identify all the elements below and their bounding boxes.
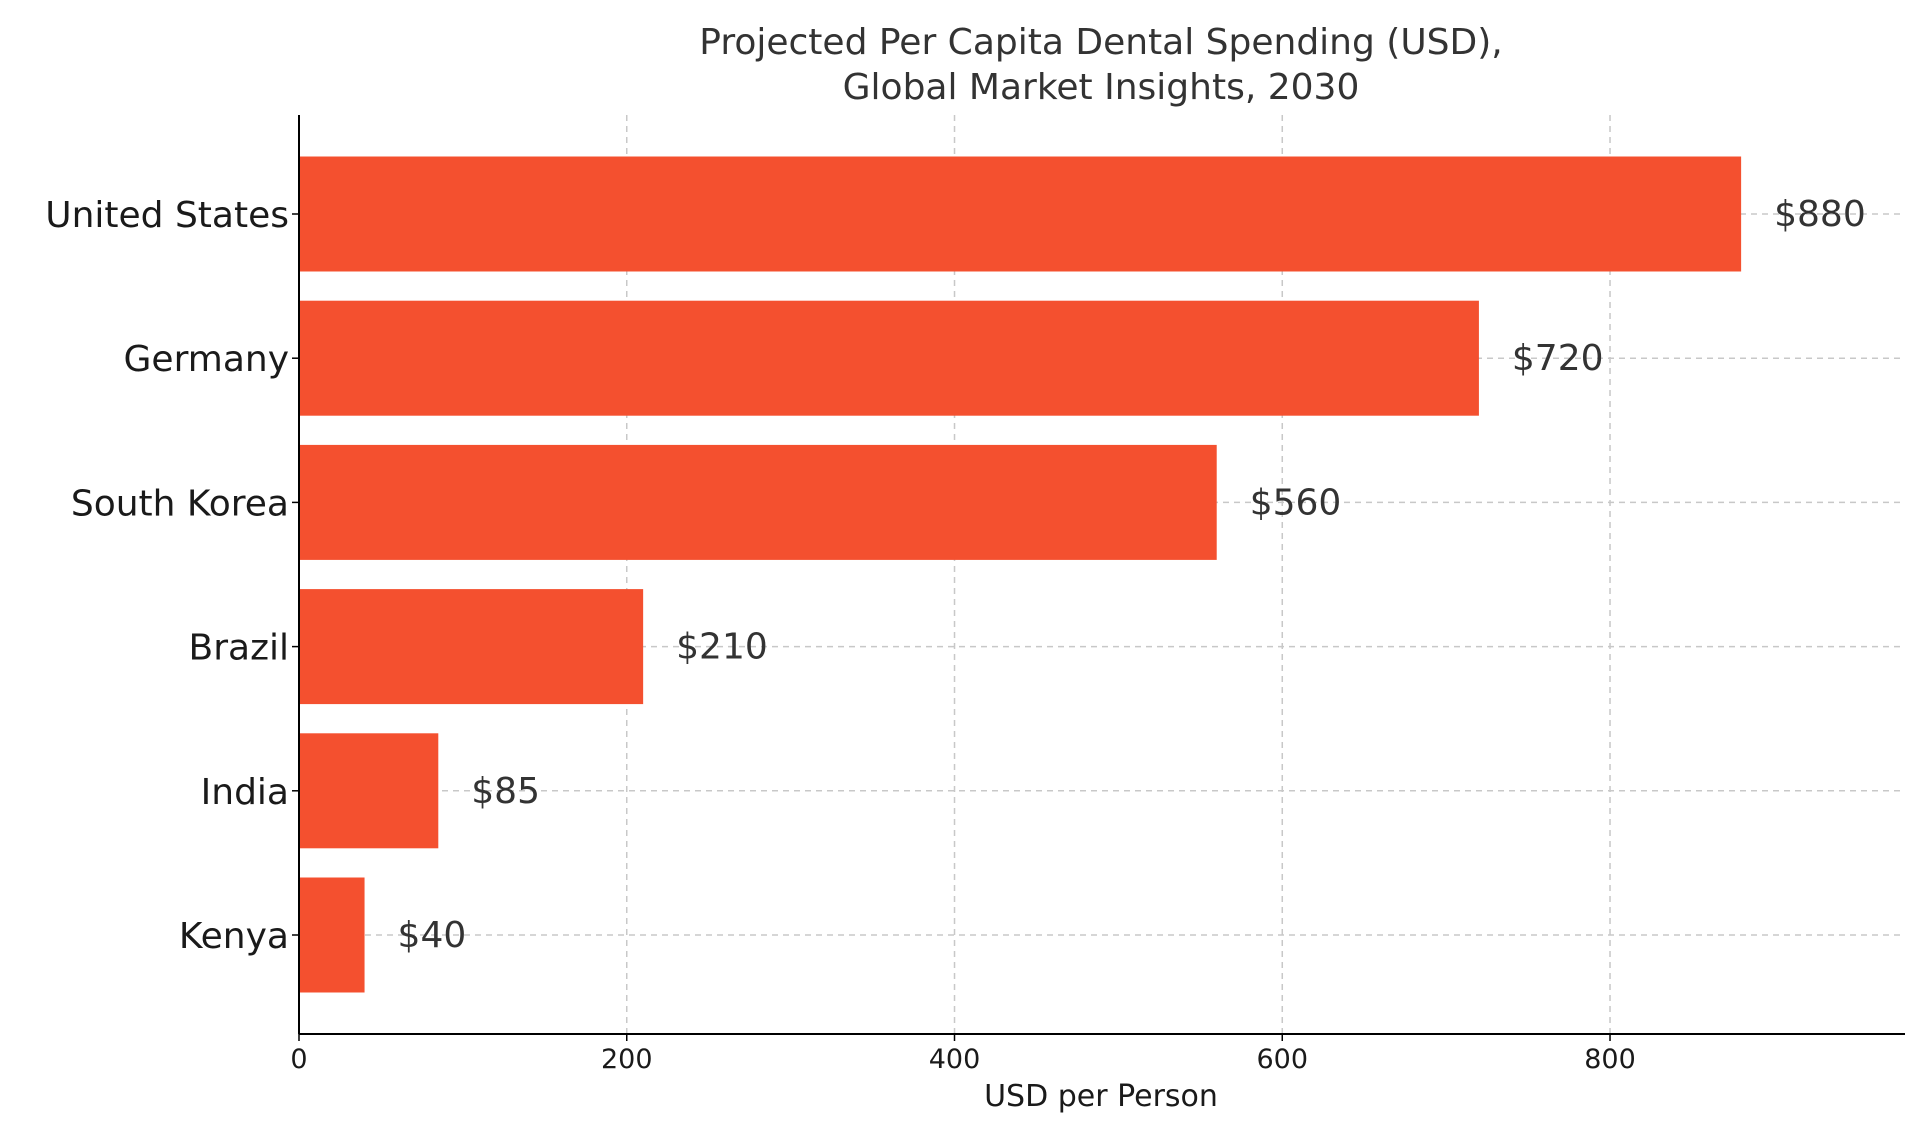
bar	[299, 444, 1217, 560]
x-axis-title: USD per Person	[984, 1079, 1218, 1114]
plot-area: United States $880 Germany $720 South Korea $…	[45, 115, 1905, 1075]
value-label: $85	[471, 771, 540, 812]
x-tick-label: 400	[929, 1044, 981, 1075]
category-label: United States	[45, 195, 289, 236]
category-label: Kenya	[179, 916, 289, 957]
bar	[299, 733, 439, 849]
bar	[299, 589, 644, 705]
value-label: $880	[1774, 194, 1866, 235]
category-label: India	[201, 772, 289, 813]
x-tick-label: 200	[601, 1044, 653, 1075]
x-tick-label: 0	[290, 1044, 307, 1075]
chart-title-line-1: Projected Per Capita Dental Spending (US…	[699, 22, 1503, 63]
x-tick-label: 600	[1256, 1044, 1308, 1075]
value-label: $210	[676, 627, 768, 668]
category-label: Germany	[124, 339, 289, 380]
chart-title-line-2: Global Market Insights, 2030	[843, 67, 1360, 108]
bar	[299, 300, 1479, 416]
value-label: $560	[1250, 482, 1342, 523]
value-label: $40	[398, 915, 467, 956]
category-label: South Korea	[71, 483, 289, 524]
value-label: $720	[1512, 338, 1604, 379]
category-label: Brazil	[189, 628, 289, 669]
bar	[299, 877, 365, 993]
bar	[299, 156, 1742, 272]
x-tick-label: 800	[1584, 1044, 1636, 1075]
